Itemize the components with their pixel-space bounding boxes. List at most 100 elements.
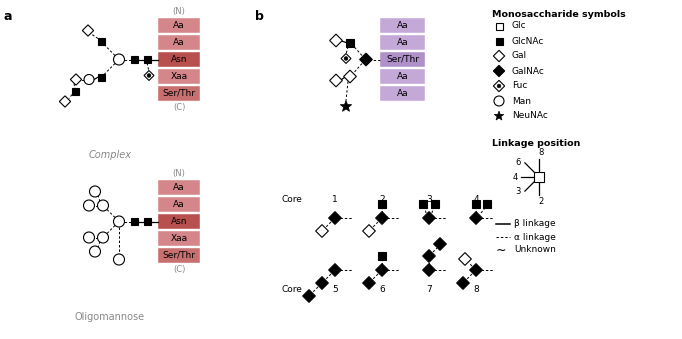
Bar — [496, 38, 503, 44]
Polygon shape — [423, 212, 435, 224]
Text: 3: 3 — [516, 186, 521, 196]
Polygon shape — [494, 111, 504, 120]
Polygon shape — [363, 277, 375, 290]
Text: 6: 6 — [516, 158, 521, 167]
Text: 8: 8 — [473, 285, 479, 295]
Text: Asn: Asn — [170, 55, 188, 64]
Polygon shape — [144, 71, 154, 80]
Polygon shape — [363, 225, 375, 237]
Circle shape — [344, 57, 348, 60]
Text: Complex: Complex — [89, 150, 132, 160]
Text: Asn: Asn — [170, 217, 188, 226]
Text: Xaa: Xaa — [170, 72, 188, 81]
Text: (C): (C) — [173, 103, 186, 112]
Circle shape — [83, 200, 95, 211]
Text: Aa: Aa — [173, 200, 185, 209]
Polygon shape — [359, 53, 372, 66]
FancyBboxPatch shape — [158, 180, 200, 195]
Text: NeuNAc: NeuNAc — [512, 112, 548, 120]
Polygon shape — [423, 250, 435, 262]
Bar — [496, 22, 503, 29]
FancyBboxPatch shape — [158, 69, 200, 84]
Polygon shape — [340, 100, 352, 111]
FancyBboxPatch shape — [380, 18, 425, 33]
Circle shape — [147, 74, 151, 77]
Text: 5: 5 — [332, 285, 338, 295]
Text: Gal: Gal — [512, 52, 527, 60]
Polygon shape — [303, 290, 315, 302]
Text: b: b — [255, 10, 264, 23]
Text: Man: Man — [512, 97, 531, 105]
Text: Unknown: Unknown — [514, 245, 556, 255]
Bar — [378, 200, 386, 208]
Text: Oligomannose: Oligomannose — [75, 312, 145, 322]
Text: 8: 8 — [538, 148, 544, 157]
Text: Linkage position: Linkage position — [492, 139, 580, 148]
Circle shape — [113, 54, 125, 65]
Bar — [143, 218, 151, 225]
Polygon shape — [70, 74, 82, 85]
Text: 2: 2 — [379, 196, 385, 204]
Polygon shape — [329, 264, 342, 276]
Text: (C): (C) — [173, 265, 186, 274]
Circle shape — [98, 232, 108, 243]
Bar — [130, 56, 138, 63]
FancyBboxPatch shape — [158, 231, 200, 246]
Circle shape — [84, 75, 94, 84]
Polygon shape — [316, 225, 328, 237]
Polygon shape — [493, 80, 505, 92]
Text: Aa: Aa — [397, 89, 409, 98]
Polygon shape — [470, 212, 482, 224]
Circle shape — [497, 84, 501, 88]
FancyBboxPatch shape — [380, 35, 425, 50]
Polygon shape — [423, 264, 435, 276]
Text: 3: 3 — [426, 196, 432, 204]
Circle shape — [89, 246, 100, 257]
Text: Aa: Aa — [173, 183, 185, 192]
Text: Xaa: Xaa — [170, 234, 188, 243]
Polygon shape — [344, 70, 357, 83]
Polygon shape — [458, 253, 471, 265]
Text: Ser/Thr: Ser/Thr — [386, 55, 419, 64]
Polygon shape — [329, 74, 342, 87]
Text: Aa: Aa — [173, 38, 185, 47]
Text: 1: 1 — [332, 196, 338, 204]
Text: Aa: Aa — [173, 21, 185, 30]
Polygon shape — [316, 277, 328, 290]
Bar — [72, 88, 78, 95]
Text: (N): (N) — [173, 169, 186, 178]
Text: GalNAc: GalNAc — [512, 66, 545, 76]
Polygon shape — [434, 238, 446, 251]
Circle shape — [494, 96, 504, 106]
Text: 2: 2 — [538, 197, 544, 206]
Bar — [472, 200, 480, 208]
Polygon shape — [376, 212, 388, 224]
Text: β linkage: β linkage — [514, 219, 556, 228]
Bar — [143, 56, 151, 63]
Text: Aa: Aa — [397, 21, 409, 30]
FancyBboxPatch shape — [380, 86, 425, 101]
Bar — [130, 218, 138, 225]
Text: Aa: Aa — [397, 72, 409, 81]
Text: 4: 4 — [513, 173, 518, 181]
FancyBboxPatch shape — [158, 18, 200, 33]
Polygon shape — [376, 264, 388, 276]
FancyBboxPatch shape — [158, 86, 200, 101]
FancyBboxPatch shape — [158, 35, 200, 50]
Polygon shape — [470, 264, 482, 276]
Text: Core: Core — [282, 285, 303, 295]
FancyBboxPatch shape — [158, 248, 200, 263]
Text: Fuc: Fuc — [512, 81, 527, 91]
Text: (N): (N) — [173, 7, 186, 16]
Bar — [534, 172, 544, 182]
Polygon shape — [493, 65, 505, 77]
Bar — [431, 200, 439, 208]
FancyBboxPatch shape — [158, 214, 200, 229]
Polygon shape — [329, 34, 342, 47]
Text: Ser/Thr: Ser/Thr — [162, 251, 196, 260]
Circle shape — [113, 254, 125, 265]
Text: Glc: Glc — [512, 21, 527, 31]
Text: 7: 7 — [426, 285, 432, 295]
Text: α linkage: α linkage — [514, 233, 556, 241]
Bar — [98, 38, 104, 45]
